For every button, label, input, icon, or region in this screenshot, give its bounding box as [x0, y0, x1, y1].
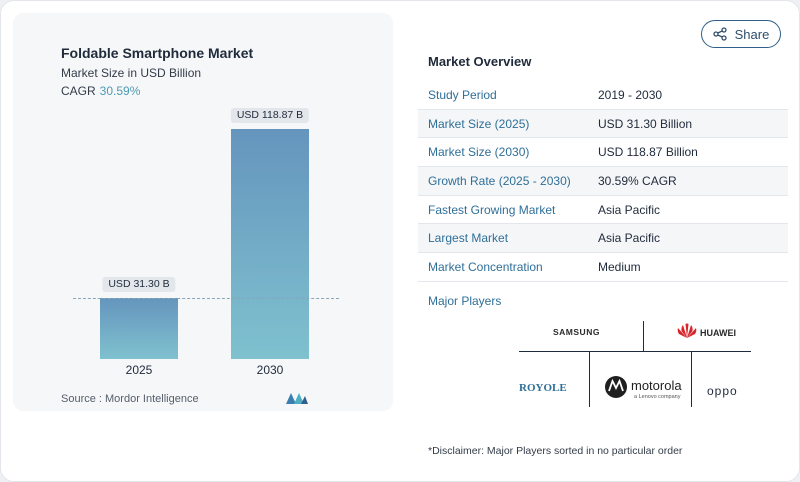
row-value: USD 118.87 Billion: [598, 145, 698, 160]
market-overview-title: Market Overview: [428, 54, 532, 69]
table-row: Market Concentration Medium: [418, 253, 788, 282]
table-row: Market Size (2025) USD 31.30 Billion: [418, 109, 788, 139]
table-row: Largest Market Asia Pacific: [418, 224, 788, 254]
samsung-logo: SAMSUNG: [553, 327, 600, 337]
motorola-tagline: a Lenovo company: [634, 394, 681, 400]
huawei-logo-icon: [677, 323, 697, 338]
row-key: Largest Market: [428, 231, 509, 246]
share-label: Share: [734, 26, 770, 42]
x-tick-label-2025: 2025: [125, 363, 153, 377]
row-key: Market Size (2025): [428, 116, 530, 131]
divider: [643, 321, 644, 351]
divider: [691, 351, 692, 407]
x-tick-label-2030: 2030: [256, 363, 284, 377]
motorola-logo: motorola: [631, 378, 682, 393]
cagr-label: CAGR: [61, 84, 96, 98]
divider: [589, 351, 590, 407]
source-text: Source : Mordor Intelligence: [61, 393, 199, 405]
row-value: 30.59% CAGR: [598, 173, 677, 188]
row-key: Fastest Growing Market: [428, 202, 556, 217]
row-value: Asia Pacific: [598, 231, 661, 246]
major-players-logos: SAMSUNG HUAWEI ROYOLE motorola a Lenovo …: [501, 319, 761, 407]
table-row: Market Size (2030) USD 118.87 Billion: [418, 138, 788, 168]
table-row: Study Period 2019 - 2030: [418, 81, 788, 110]
reference-line: [73, 298, 339, 300]
bar-2025: [100, 298, 178, 359]
row-value: Medium: [598, 259, 641, 274]
cagr-value: 30.59%: [99, 84, 141, 98]
overview-table: Study Period 2019 - 2030 Market Size (202…: [418, 81, 788, 282]
chart-title: Foldable Smartphone Market: [61, 45, 254, 61]
table-row: Fastest Growing Market Asia Pacific: [418, 196, 788, 225]
row-key: Study Period: [428, 87, 497, 102]
row-key: Growth Rate (2025 - 2030): [428, 173, 571, 188]
row-value: Asia Pacific: [598, 202, 661, 217]
row-value: 2019 - 2030: [598, 87, 663, 102]
data-label-2030: USD 118.87 B: [230, 108, 310, 123]
data-label-2025: USD 31.30 B: [102, 277, 176, 293]
row-value: USD 31.30 Billion: [598, 116, 693, 131]
cagr-line: CAGR 30.59%: [61, 84, 140, 98]
royole-logo: ROYOLE: [519, 382, 567, 394]
chart-card: [13, 13, 393, 411]
chart-subtitle: Market Size in USD Billion: [61, 66, 202, 80]
table-row: Growth Rate (2025 - 2030) 30.59% CAGR: [418, 167, 788, 196]
divider: [519, 351, 751, 352]
disclaimer-text: *Disclaimer: Major Players sorted in no …: [428, 445, 683, 457]
major-players-title: Major Players: [428, 294, 502, 308]
share-icon: [712, 27, 727, 41]
row-key: Market Size (2030): [428, 145, 530, 160]
row-key: Market Concentration: [428, 259, 543, 274]
huawei-logo: HUAWEI: [700, 328, 736, 338]
bar-2030: [231, 129, 309, 359]
motorola-logo-icon: [605, 376, 627, 398]
oppo-logo: oppo: [707, 384, 738, 398]
mordor-logo-icon: [286, 393, 308, 404]
share-button[interactable]: Share: [701, 20, 781, 48]
bar-chart: USD 31.30 B 2025 USD 118.87 B 2030: [13, 13, 393, 411]
